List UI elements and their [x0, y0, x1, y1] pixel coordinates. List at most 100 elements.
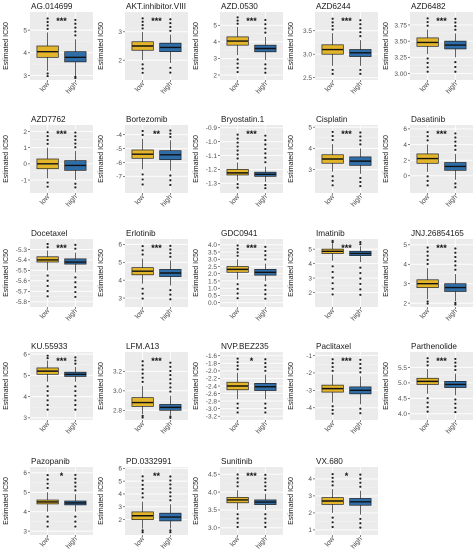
y-tick-label: 1.0	[208, 285, 217, 292]
outlier-point	[236, 283, 239, 286]
y-tick-label: 4	[403, 262, 407, 269]
chart-title: Erlotinib	[126, 229, 156, 238]
outlier-point	[264, 254, 267, 257]
y-tick-label: 6	[403, 126, 407, 133]
outlier-point	[426, 300, 429, 303]
significance-label: **	[153, 471, 161, 481]
significance-label: ***	[246, 129, 257, 139]
outlier-point	[46, 135, 49, 138]
chart-title: Dasatinib	[411, 115, 446, 124]
outlier-point	[454, 251, 457, 254]
y-tick-label: 4.0	[398, 411, 407, 418]
x-tick-label: low	[229, 535, 242, 548]
outlier-point	[331, 362, 334, 365]
box-high	[159, 244, 182, 301]
outlier-point	[141, 297, 144, 300]
box-high	[349, 241, 372, 296]
outlier-point	[169, 255, 172, 258]
y-tick-label: 2	[308, 510, 312, 517]
y-tick-label: 2	[403, 157, 407, 164]
outlier-point	[236, 137, 239, 140]
y-tick-label: -5.8	[16, 299, 28, 306]
chart-panel: AZD7762 -1 0 1 2 Estimated IC50 *** low high	[3, 115, 93, 208]
outlier-point	[169, 416, 172, 419]
x-tick-label: low	[39, 193, 52, 206]
x-tick-label: high	[160, 194, 174, 209]
y-tick-label: 2.0	[208, 271, 217, 278]
box-high	[254, 245, 277, 300]
outlier-point	[359, 131, 362, 134]
outlier-point	[454, 140, 457, 143]
y-tick-label: -1.6	[206, 353, 218, 360]
box-high	[444, 357, 467, 414]
y-axis-label: Estimated IC50	[3, 249, 10, 297]
outlier-point	[359, 139, 362, 142]
chart-title: AZD.0530	[221, 2, 258, 11]
outlier-point	[236, 254, 239, 257]
box-low	[36, 473, 59, 528]
outlier-point	[426, 20, 429, 24]
outlier-point	[141, 20, 144, 23]
y-tick-label: 3.25	[394, 55, 407, 62]
chart-panel: KU.55933 3 4 5 6 Estimated IC50 *** low high	[3, 342, 93, 435]
y-tick-label: 5	[23, 373, 27, 380]
outlier-point	[46, 478, 49, 481]
outlier-point	[331, 138, 334, 142]
outlier-point	[236, 297, 239, 300]
outlier-point	[46, 482, 49, 485]
chart-title: Docetaxel	[31, 229, 68, 238]
y-tick-label: -5.7	[16, 289, 28, 296]
y-tick-label: 5	[308, 246, 312, 253]
outlier-point	[236, 247, 239, 251]
y-tick-label: 3	[23, 73, 27, 80]
outlier-point	[359, 277, 362, 280]
chart-panel: AG.014699 3 4 5 Estimated IC50 *** low high	[3, 2, 93, 95]
outlier-point	[331, 369, 334, 372]
outlier-point	[331, 365, 334, 369]
outlier-point	[359, 282, 362, 286]
outlier-point	[74, 276, 77, 279]
outlier-point	[331, 472, 334, 476]
outlier-point	[141, 27, 144, 30]
y-tick-label: 2	[403, 300, 407, 307]
outlier-point	[169, 378, 172, 381]
y-tick-label: 0	[23, 161, 27, 168]
y-tick-label: -3	[306, 388, 312, 395]
outlier-point	[331, 68, 334, 72]
chart-panel: AZD6244 2.5 3.0 3.5 Estimated IC50 *** low high	[288, 2, 378, 95]
outlier-point	[359, 288, 362, 291]
outlier-point	[141, 71, 144, 74]
box-high	[254, 473, 277, 529]
y-tick-label: 3.0	[113, 388, 122, 395]
y-tick-label: -7	[116, 174, 122, 181]
outlier-point	[74, 34, 77, 37]
x-tick-label: high	[350, 421, 364, 436]
chart-panel: Paclitaxel -4 -3 -2 -1 Estimated IC50 *** low hi…	[288, 342, 378, 435]
outlier-point	[236, 22, 239, 25]
outlier-point	[46, 274, 49, 277]
y-tick-label: 3	[23, 415, 27, 422]
chart-panel: AZD6482 3.00 3.25 3.50 3.75 Estimated IC50 ***…	[383, 2, 473, 95]
outlier-point	[264, 293, 267, 296]
outlier-point	[426, 70, 429, 73]
outlier-point	[426, 401, 429, 404]
y-tick-label: 5	[118, 260, 122, 267]
outlier-point	[169, 529, 172, 532]
outlier-point	[74, 138, 77, 141]
outlier-point	[74, 182, 77, 185]
outlier-point	[236, 364, 239, 367]
chart-title: KU.55933	[31, 342, 68, 351]
outlier-point	[141, 376, 144, 379]
outlier-point	[169, 475, 172, 478]
outlier-point	[426, 66, 429, 69]
box-high	[349, 473, 372, 529]
y-tick-label: -1.2	[206, 167, 218, 174]
significance-label: *	[345, 471, 349, 481]
outlier-point	[169, 135, 172, 139]
outlier-point	[331, 480, 334, 483]
x-tick-label: low	[134, 193, 147, 206]
outlier-point	[236, 477, 239, 480]
outlier-point	[264, 31, 267, 34]
outlier-point	[141, 487, 144, 491]
plot-background	[125, 467, 188, 535]
